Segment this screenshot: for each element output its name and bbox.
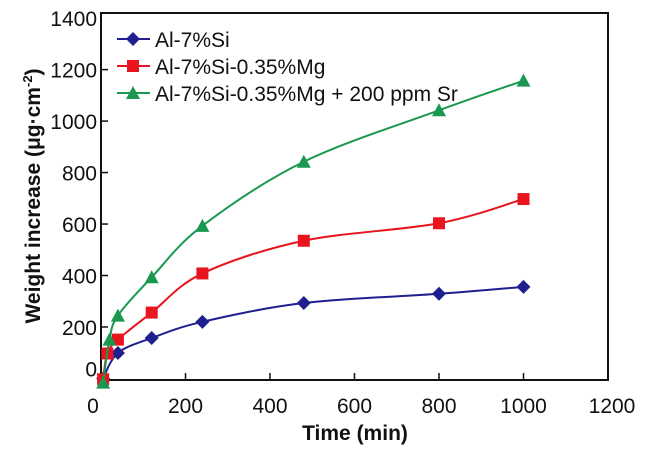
data-point — [110, 345, 125, 360]
x-tick-label: 600 — [337, 395, 372, 418]
data-point — [516, 279, 531, 294]
data-point — [145, 306, 158, 319]
y-tick-label: 1200 — [50, 60, 97, 83]
legend-item: Al-7%Si — [117, 29, 230, 52]
data-point — [111, 333, 124, 346]
y-tick-label: 800 — [62, 163, 97, 186]
x-tick-label: 0 — [87, 395, 99, 418]
legend-label: Al-7%Si-0.35%Mg + 200 ppm Sr — [155, 83, 458, 106]
x-axis-label: Time (min) — [302, 422, 408, 445]
data-point — [196, 267, 209, 280]
series-0 — [96, 279, 531, 386]
data-point — [102, 332, 117, 346]
data-point — [432, 286, 446, 301]
y-axis-label: Weight increase (μg·cm-2) — [20, 68, 45, 323]
data-point — [517, 193, 530, 206]
data-point — [433, 217, 445, 230]
x-tick-label: 400 — [252, 395, 287, 418]
data-point — [297, 234, 310, 247]
data-point — [516, 73, 531, 87]
data-point — [144, 270, 159, 284]
y-tick-label: 200 — [62, 317, 97, 340]
data-point — [195, 314, 210, 329]
legend-item: Al-7%Si-0.35%Mg — [117, 56, 325, 79]
legend-label: Al-7%Si-0.35%Mg — [155, 56, 325, 79]
data-point — [144, 331, 159, 346]
series-line — [102, 79, 524, 383]
y-tick-label: 600 — [62, 214, 97, 237]
y-tick-label: 1000 — [50, 111, 97, 134]
series-line — [102, 198, 524, 380]
data-point — [296, 154, 311, 168]
x-tick-label: 1000 — [500, 395, 547, 418]
x-tick-label: 1200 — [589, 395, 636, 418]
y-tick-label: 400 — [62, 266, 97, 289]
data-point — [96, 375, 111, 389]
y-tick-label: 0 — [85, 358, 97, 381]
legend-marker — [127, 60, 139, 72]
legend-marker — [126, 32, 140, 46]
y-tick-label: 1400 — [50, 8, 97, 31]
x-tick-label: 800 — [421, 395, 456, 418]
legend-marker — [126, 86, 140, 99]
legend-label: Al-7%Si — [155, 29, 230, 52]
data-point — [195, 218, 210, 232]
data-point — [432, 103, 446, 117]
data-point — [110, 308, 125, 322]
legend-item: Al-7%Si-0.35%Mg + 200 ppm Sr — [117, 83, 458, 106]
legend: Al-7%Si Al-7%Si-0.35%Mg Al-7%Si-0.35%Mg + … — [117, 29, 458, 106]
data-point — [296, 296, 311, 311]
series-2 — [96, 73, 531, 389]
series-1 — [97, 193, 530, 386]
x-tick-label: 200 — [168, 395, 203, 418]
